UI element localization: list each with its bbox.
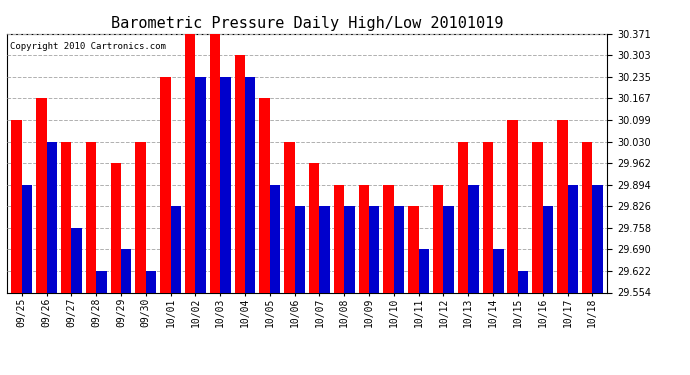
Bar: [419, 249, 429, 292]
Bar: [543, 206, 553, 292]
Bar: [582, 142, 592, 292]
Bar: [121, 249, 131, 292]
Bar: [270, 185, 280, 292]
Bar: [96, 271, 107, 292]
Bar: [47, 142, 57, 292]
Bar: [493, 249, 504, 292]
Bar: [61, 142, 71, 292]
Bar: [220, 77, 230, 292]
Bar: [195, 77, 206, 292]
Bar: [319, 206, 330, 292]
Bar: [469, 185, 479, 292]
Bar: [408, 206, 419, 292]
Bar: [518, 271, 529, 292]
Bar: [359, 185, 369, 292]
Bar: [160, 77, 170, 292]
Bar: [295, 206, 305, 292]
Bar: [11, 120, 22, 292]
Bar: [245, 77, 255, 292]
Bar: [22, 185, 32, 292]
Bar: [110, 163, 121, 292]
Bar: [369, 206, 380, 292]
Bar: [394, 206, 404, 292]
Bar: [86, 142, 96, 292]
Bar: [135, 142, 146, 292]
Bar: [384, 185, 394, 292]
Bar: [433, 185, 444, 292]
Bar: [557, 120, 567, 292]
Bar: [235, 55, 245, 292]
Bar: [36, 98, 47, 292]
Bar: [592, 185, 603, 292]
Bar: [567, 185, 578, 292]
Bar: [146, 271, 156, 292]
Text: Copyright 2010 Cartronics.com: Copyright 2010 Cartronics.com: [10, 42, 166, 51]
Bar: [284, 142, 295, 292]
Bar: [71, 228, 82, 292]
Bar: [185, 34, 195, 292]
Title: Barometric Pressure Daily High/Low 20101019: Barometric Pressure Daily High/Low 20101…: [111, 16, 503, 31]
Bar: [483, 142, 493, 292]
Bar: [344, 206, 355, 292]
Bar: [309, 163, 319, 292]
Bar: [458, 142, 469, 292]
Bar: [170, 206, 181, 292]
Bar: [444, 206, 454, 292]
Bar: [532, 142, 543, 292]
Bar: [259, 98, 270, 292]
Bar: [334, 185, 344, 292]
Bar: [507, 120, 518, 292]
Bar: [210, 34, 220, 292]
